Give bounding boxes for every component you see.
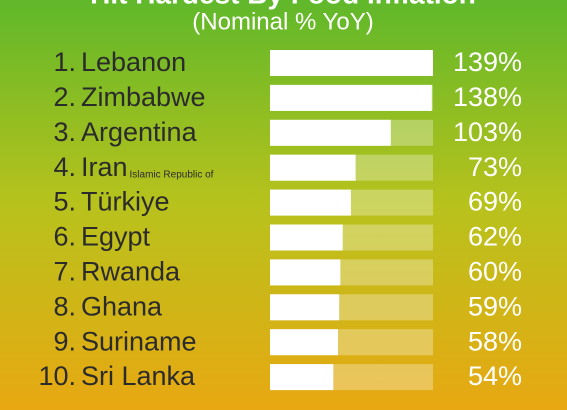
value-label: 138% [453, 82, 522, 112]
category-label: Sri Lanka [81, 361, 196, 391]
bar [270, 119, 391, 146]
rank-label: 4. [53, 152, 76, 182]
rank-label: 9. [53, 326, 76, 356]
value-label: 62% [468, 222, 522, 252]
category-label: Argentina [81, 117, 198, 147]
bar [270, 84, 432, 111]
category-label: Egypt [81, 222, 151, 252]
rank-label: 2. [53, 82, 76, 112]
category-label: Zimbabwe [81, 82, 206, 112]
value-label: 69% [468, 187, 522, 217]
value-label: 58% [468, 326, 522, 356]
rank-label: 10. [38, 361, 76, 391]
category-label: Rwanda [81, 257, 181, 287]
value-label: 59% [468, 291, 522, 321]
category-suffix: Islamic Republic of [130, 169, 214, 180]
category-label: Lebanon [81, 47, 186, 77]
bar [270, 364, 334, 391]
chart-title: Hit Hardest By Food Inflation [90, 0, 476, 9]
rank-label: 3. [53, 117, 76, 147]
category-label: Iran [81, 152, 128, 182]
category-label: Suriname [81, 326, 197, 356]
rank-label: 5. [53, 187, 76, 217]
bar [270, 224, 343, 251]
value-label: 54% [468, 361, 522, 391]
rank-label: 1. [53, 47, 76, 77]
category-label: Ghana [81, 291, 163, 321]
category-label: Türkiye [81, 187, 170, 217]
bar [270, 294, 340, 321]
rank-label: 7. [53, 257, 76, 287]
bar [270, 154, 356, 181]
bar [270, 329, 339, 356]
bar [270, 189, 351, 216]
bar [270, 259, 341, 286]
bar [270, 50, 433, 76]
value-label: 139% [453, 47, 522, 77]
chart-subtitle: (Nominal % YoY) [192, 8, 373, 35]
value-label: 103% [453, 117, 522, 147]
rank-label: 6. [53, 222, 76, 252]
value-label: 73% [468, 152, 522, 182]
rank-label: 8. [53, 291, 76, 321]
value-label: 60% [468, 257, 522, 287]
